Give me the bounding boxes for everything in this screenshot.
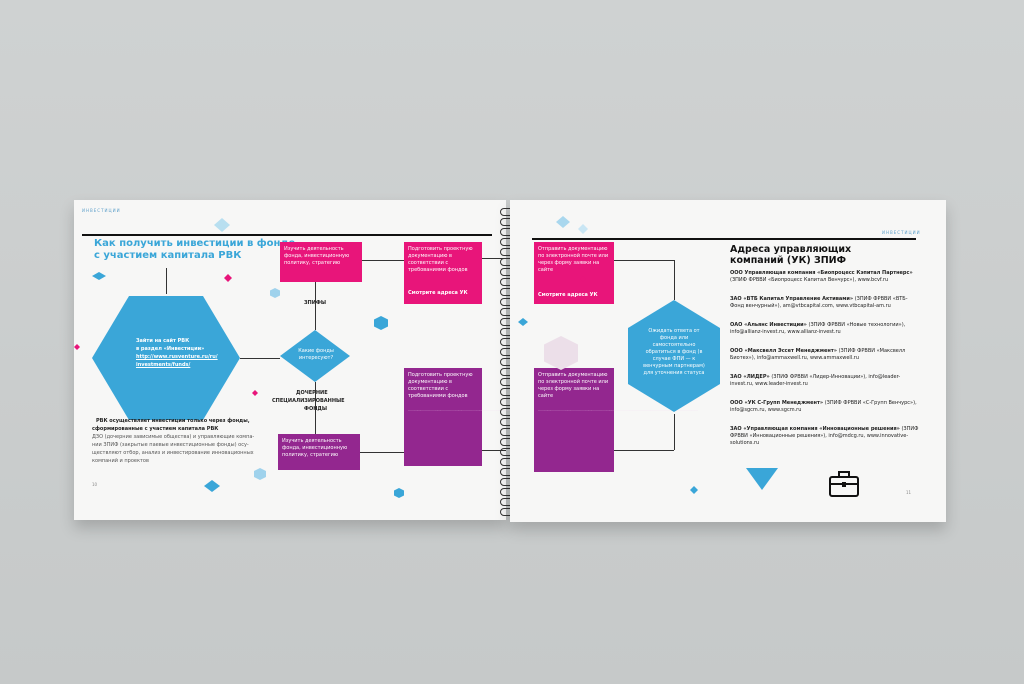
address-details: (ЗПИФ ФРВВИ «ВТБ-Фонд венчурный»), am@vt… bbox=[730, 296, 908, 309]
connector-send-top bbox=[614, 260, 674, 261]
deco-diamond-pink-2 bbox=[74, 344, 80, 350]
address-name: ООО «УК С-Групп Менеджмент» bbox=[730, 400, 824, 406]
right-page-number: 11 bbox=[906, 490, 912, 495]
left-page-header: ИНВЕСТИЦИИ bbox=[82, 208, 121, 213]
box-study-top bbox=[280, 242, 362, 282]
address-name: ООО Управляющая компания «Биопроцесс Кэп… bbox=[730, 270, 913, 276]
right-page: ИНВЕСТИЦИИ Отправить документацию по эле… bbox=[510, 200, 946, 522]
address-name: ЗАО «ЛИДЕР» bbox=[730, 374, 770, 380]
connector-title-hex bbox=[166, 268, 167, 294]
hex-wait-text: Ожидать ответа от фонда или самостоятель… bbox=[643, 328, 705, 376]
connector-send-top-down bbox=[674, 260, 675, 300]
address-details: (ЗПИФ ФРВВИ «С-Групп Венчурс»), info@sgc… bbox=[730, 400, 917, 413]
deco-hex-1 bbox=[374, 316, 388, 330]
connector-study-top bbox=[315, 282, 316, 304]
label-dochernie-2: СПЕЦИАЛИЗИРОВАННЫЕ bbox=[272, 398, 345, 404]
label-dochernie-1: ДОЧЕРНИЕ bbox=[296, 390, 328, 396]
deco-diamond-r1 bbox=[556, 216, 570, 228]
connector-send-bottom-up bbox=[674, 414, 675, 450]
right-title-line1: Адреса управляющих bbox=[730, 244, 852, 255]
deco-hex-4 bbox=[394, 488, 404, 498]
connector-docs-top-right bbox=[482, 258, 506, 259]
address-item-6: ЗАО «Управляющая компания «Инновационные… bbox=[730, 426, 920, 447]
deco-diamond-2 bbox=[92, 272, 106, 280]
address-details: (ЗПИФ ФРВВИ «Максвелл Биотех»), info@amm… bbox=[730, 348, 906, 361]
deco-diamond-3 bbox=[204, 480, 220, 492]
address-details: (ЗПИФ ФРВВИ «Новые технологии»), info@al… bbox=[730, 322, 906, 335]
address-item-2: ОАО «Альянс Инвестиции» (ЗПИФ ФРВВИ «Нов… bbox=[730, 322, 920, 336]
box-send-bottom-text: Отправить документацию по электронной по… bbox=[538, 372, 609, 399]
deco-hex-pale bbox=[544, 336, 578, 370]
left-page: ИНВЕСТИЦИИ Как получить инвестиции в фон… bbox=[74, 200, 569, 520]
address-details: (ЗПИФ ФРВВИ «Лидер-Инновации»), info@lea… bbox=[730, 374, 901, 387]
deco-diamond-r3 bbox=[518, 318, 528, 326]
address-item-5: ООО «УК С-Групп Менеджмент» (ЗПИФ ФРВВИ … bbox=[730, 400, 920, 414]
box-docs-bottom-fineprint: ........................................… bbox=[408, 408, 569, 412]
label-dochernie-3: ФОНДЫ bbox=[304, 406, 328, 412]
left-rule bbox=[82, 234, 492, 236]
address-item-4: ЗАО «ЛИДЕР» (ЗПИФ ФРВВИ «Лидер-Инновации… bbox=[730, 374, 920, 388]
desc-3: ществляют отбор, анализ и инвестирование… bbox=[92, 450, 254, 456]
desc-1: ДЗО (дочерние зависимые общества) и упра… bbox=[92, 434, 255, 440]
address-item-0: ООО Управляющая компания «Биопроцесс Кэп… bbox=[730, 270, 920, 284]
deco-triangle bbox=[746, 468, 778, 490]
connector-diamond-down bbox=[315, 382, 316, 434]
desc-2: нии ЗПИФ (закрытые паевые инвестиционные… bbox=[92, 442, 249, 448]
deco-diamond-pink-1 bbox=[224, 274, 232, 282]
left-title-line1: Как получить инвестиции в фонде bbox=[94, 238, 296, 249]
hex-text-1: Зайти на сайт РВК bbox=[136, 338, 190, 344]
address-item-3: ООО «Максвелл Эссет Менеджмент» (ЗПИФ ФР… bbox=[730, 348, 920, 362]
hex-text-4: investments/funds/ bbox=[136, 362, 191, 368]
deco-diamond-pink-r1 bbox=[580, 276, 586, 282]
left-title-line2: с участием капитала РВК bbox=[94, 250, 242, 261]
box-study-top-text: Изучить деятельность фонда, инвестиционн… bbox=[284, 246, 350, 266]
connector-docs-bottom-right bbox=[482, 450, 506, 451]
diamond-text: Какие фонды интересуют? bbox=[298, 348, 334, 361]
deco-diamond-r2 bbox=[578, 224, 588, 234]
address-details: (ЗПИФ ФРВВИ «Биопроцесс Капитал Венчурс»… bbox=[730, 277, 889, 283]
briefcase-icon bbox=[829, 471, 859, 497]
desc-bold-2: сформированные с участием капитала РВК bbox=[92, 426, 219, 432]
address-details: (ЗПИФ ФРВВИ «Инновационные решения»), in… bbox=[730, 426, 919, 446]
box-docs-bottom bbox=[404, 368, 482, 466]
box-study-bottom-text: Изучить деятельность фонда, инвестиционн… bbox=[282, 438, 348, 458]
left-page-number: 10 bbox=[92, 482, 98, 487]
deco-hex-2 bbox=[270, 288, 280, 298]
deco-diamond-1 bbox=[214, 218, 230, 232]
deco-diamond-pink-3 bbox=[252, 390, 258, 396]
box-send-bottom bbox=[534, 368, 614, 472]
box-docs-top-text: Подготовить проектную документацию в соо… bbox=[408, 246, 473, 273]
hex-text-3: http://www.rusventure.ru/ru/ bbox=[136, 354, 218, 360]
deco-hex-3 bbox=[254, 468, 266, 480]
address-name: ЗАО «ВТБ Капитал Управление Активами» bbox=[730, 296, 854, 302]
desc-bold-1: РВК осуществляет инвестиции только через… bbox=[96, 418, 250, 424]
address-name: ЗАО «Управляющая компания «Инновационные… bbox=[730, 426, 900, 432]
box-send-top-text: Отправить документацию по электронной по… bbox=[538, 246, 609, 273]
box-docs-top-link[interactable]: Смотрите адреса УК bbox=[408, 290, 468, 296]
box-docs-bottom-text: Подготовить проектную документацию в соо… bbox=[408, 372, 473, 399]
connector-study-docs-bottom bbox=[360, 452, 404, 453]
box-send-bottom-fineprint: ........................................… bbox=[538, 408, 699, 412]
address-name: ООО «Максвелл Эссет Менеджмент» bbox=[730, 348, 837, 354]
address-name: ОАО «Альянс Инвестиции» bbox=[730, 322, 807, 328]
connector-diamond-up bbox=[315, 304, 316, 330]
right-page-header: ИНВЕСТИЦИИ bbox=[882, 230, 921, 235]
right-rule bbox=[532, 238, 916, 240]
right-title-line2: компаний (УК) ЗПИФ bbox=[730, 255, 847, 266]
box-study-bottom bbox=[278, 434, 360, 470]
deco-diamond-r4 bbox=[690, 486, 698, 494]
address-item-1: ЗАО «ВТБ Капитал Управление Активами» (З… bbox=[730, 296, 920, 310]
connector-study-docs-top bbox=[362, 260, 404, 261]
box-docs-top bbox=[404, 242, 482, 304]
desc-4: компаний и проектов bbox=[92, 458, 149, 464]
box-send-top-link[interactable]: Смотрите адреса УК bbox=[538, 292, 598, 298]
hex-text-2: в раздел «Инвестиции» bbox=[136, 346, 205, 352]
connector-send-bottom bbox=[614, 450, 674, 451]
connector-hex-diamond bbox=[240, 358, 280, 359]
box-send-top bbox=[534, 242, 614, 304]
